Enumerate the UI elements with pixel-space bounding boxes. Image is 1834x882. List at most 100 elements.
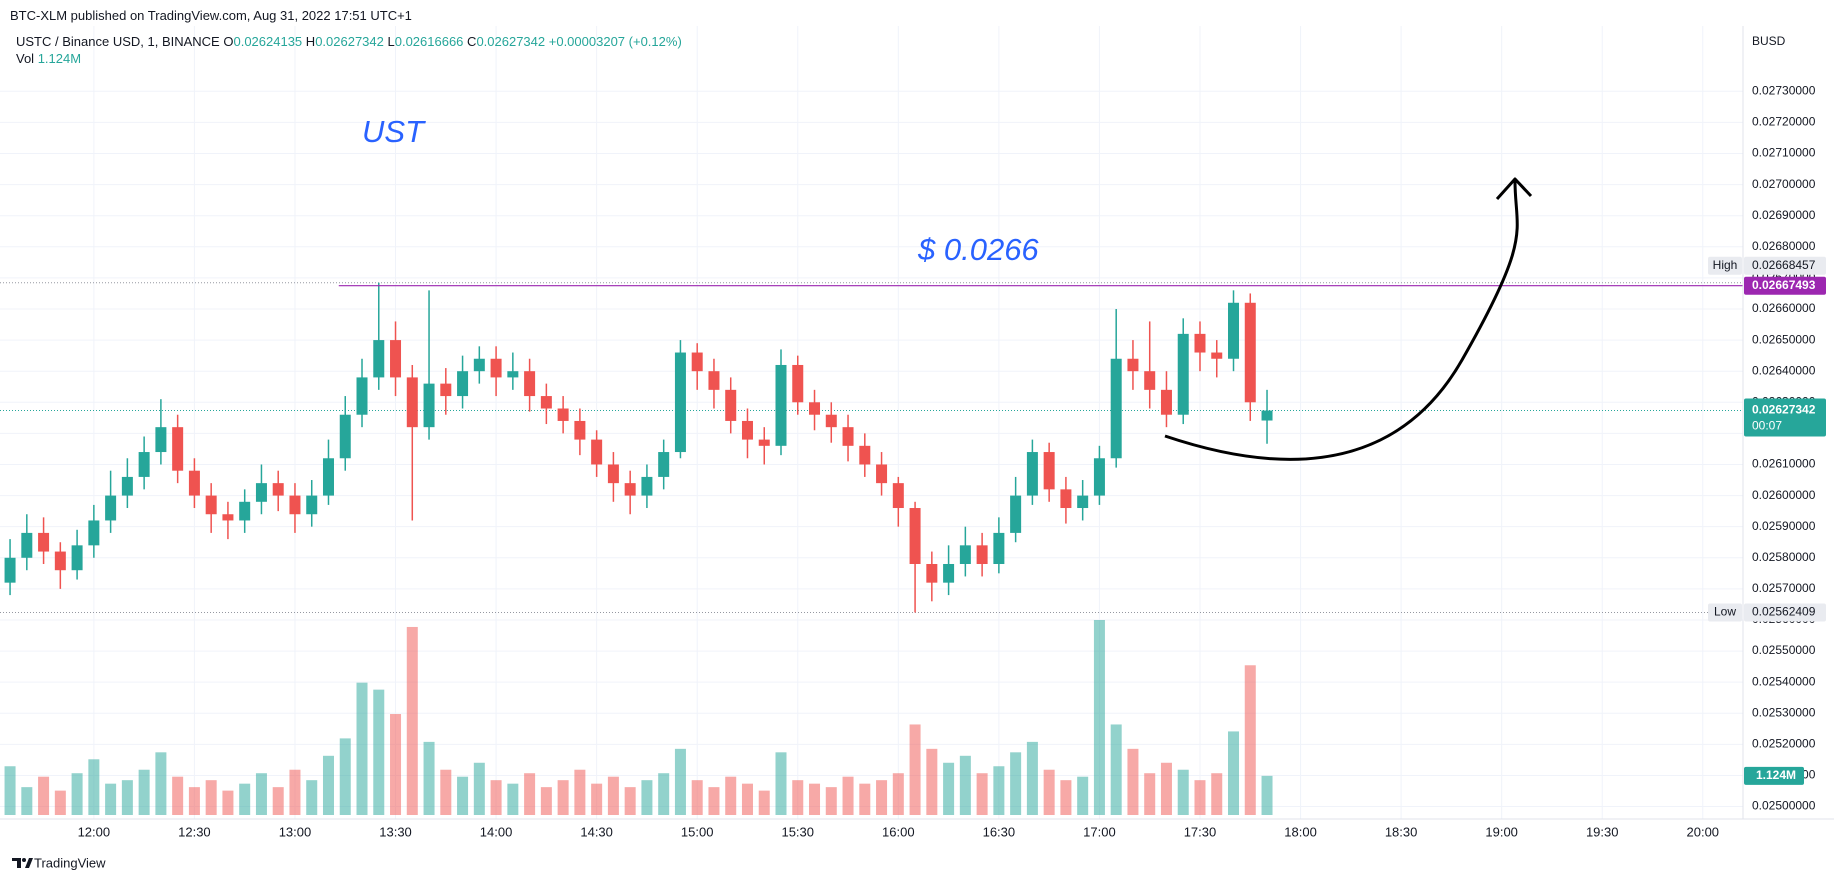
volume-bar [440,769,452,815]
candle-body [21,532,33,558]
volume-bar [1244,665,1256,815]
vol-value: 1.124M [37,51,82,66]
volume-value: 1.124M [1756,768,1796,782]
curved-arrow [1164,180,1519,461]
candle-body [909,508,921,564]
candle-body [892,483,904,509]
candle-body [658,452,670,477]
symbol-legend: USTC / Binance USD, 1, BINANCE O0.026241… [16,34,682,49]
candle-body [272,483,284,496]
volume-bar [557,780,569,815]
volume-bar [1110,724,1122,815]
candle-body [188,470,200,496]
y-tick-label: 0.02570000 [1752,581,1816,595]
y-tick-label: 0.02730000 [1752,83,1816,97]
volume-bar [607,776,619,815]
volume-bar [188,787,200,815]
y-tick-label: 0.02590000 [1752,519,1816,533]
y-tick-label: 0.02680000 [1752,239,1816,253]
candle-body [993,532,1005,564]
volume-bar [54,790,66,815]
countdown: 00:07 [1752,419,1782,433]
candle-body [440,383,452,397]
candle-body [674,352,686,453]
hline-value: 0.02667493 [1752,278,1816,292]
volume-bar [591,783,603,815]
volume-bar [658,773,670,815]
symbol: USTC / Binance USD, 1, BINANCE [16,34,220,49]
candle-body [222,514,234,521]
high-label: High [1713,258,1738,272]
volume-bar [1060,780,1072,815]
volume-bar [524,773,536,815]
low-label: Low [1714,605,1736,619]
volume-bar [306,780,318,815]
volume-bar [708,787,720,815]
candle-body [406,377,418,428]
volume-bar [624,787,636,815]
volume-bar [172,776,184,815]
x-tick-label: 19:30 [1586,824,1619,839]
x-tick-label: 12:00 [78,824,111,839]
candle-body [1043,452,1055,490]
grid [0,26,1743,819]
volume-bar [289,769,301,815]
candle-body [574,420,586,440]
x-tick-label: 15:30 [781,824,814,839]
volume-bar [741,783,753,815]
candle-body [1177,333,1189,415]
candle-body [138,452,150,477]
tradingview-logo [12,858,33,868]
volume-bar [423,741,435,815]
x-tick-label: 16:30 [983,824,1016,839]
annotation-text: $ 0.0266 [918,232,1039,267]
candle-body [306,495,318,515]
candle-body [859,445,871,465]
candle-body [540,396,552,409]
candle-body [607,464,619,484]
candle-body [1010,495,1022,533]
y-tick-label: 0.02720000 [1752,115,1816,129]
volume-bar [1194,780,1206,815]
candle-body [473,358,485,372]
volume-bar [356,682,368,815]
volume-bar [574,769,586,815]
candle-body [943,563,955,583]
candle-body [390,340,402,378]
volume-bar [71,773,83,815]
candle-body [1228,302,1240,359]
field-value: 0.02627342 [476,34,546,49]
x-tick-label: 20:00 [1687,824,1720,839]
candle-body [38,532,50,552]
x-tick-label: 19:00 [1485,824,1518,839]
candle-body [691,352,703,372]
volume-bar [1261,775,1273,815]
publisher: BTC-XLM published on TradingView.com, Au… [10,8,412,23]
candle-body [71,545,83,571]
x-tick-label: 15:00 [681,824,714,839]
candle-body [725,389,737,421]
volume-bar [473,762,485,815]
volume-bar [825,787,837,815]
volume-value-box [1744,766,1804,785]
field-value: 0.02616666 [394,34,464,49]
candle-body [155,427,167,453]
y-tick-label: 0.02520000 [1752,737,1816,751]
volume-bar [943,762,955,815]
candle-body [842,427,854,446]
candle-body [624,483,636,496]
x-tick-label: 18:30 [1385,824,1418,839]
y-tick-label: 0.02690000 [1752,208,1816,222]
volume-bar [1211,773,1223,815]
candle-body [54,551,66,571]
candle-body [775,364,787,446]
volume-bar [1010,752,1022,815]
volume-bar [222,790,234,815]
volume-bar [138,769,150,815]
y-tick-label: 0.02600000 [1752,488,1816,502]
volume-bar [691,780,703,815]
hline-value-box [1744,276,1826,295]
volume-bar [21,787,33,815]
candle-body [1060,489,1072,509]
